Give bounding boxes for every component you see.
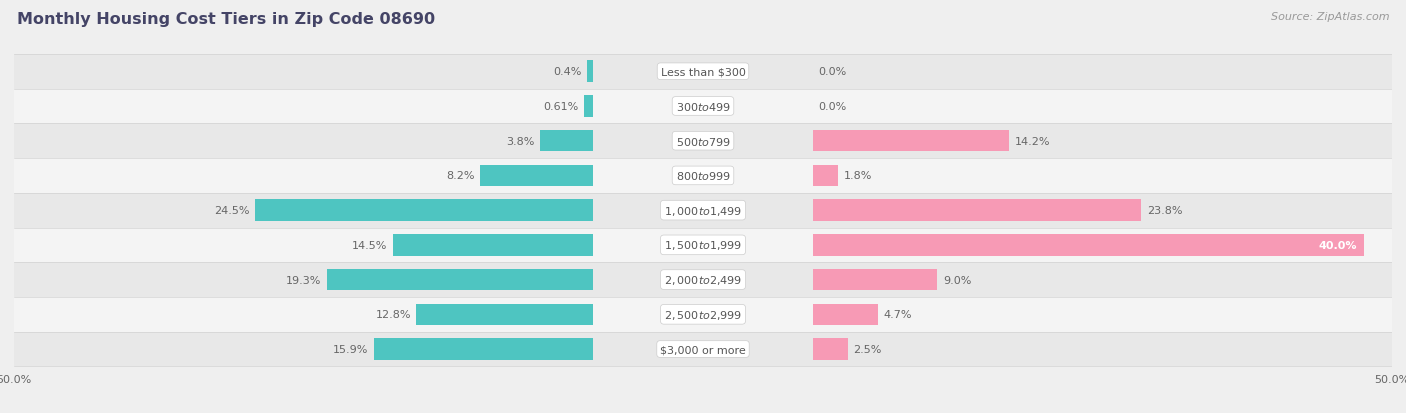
Bar [540, 131, 593, 152]
Bar [392, 235, 593, 256]
Text: Less than $300: Less than $300 [661, 67, 745, 77]
Bar [14, 159, 1392, 193]
Bar [374, 338, 593, 360]
Text: $3,000 or more: $3,000 or more [661, 344, 745, 354]
Bar [14, 193, 1392, 228]
Bar [14, 124, 1392, 159]
Bar [585, 96, 593, 117]
Text: 8.2%: 8.2% [446, 171, 474, 181]
Bar [813, 304, 877, 325]
Text: 0.0%: 0.0% [818, 67, 846, 77]
Bar [813, 200, 1142, 221]
Bar [14, 297, 1392, 332]
Text: $500 to $799: $500 to $799 [675, 135, 731, 147]
Bar [479, 165, 593, 187]
Text: 3.8%: 3.8% [506, 136, 534, 146]
Text: 2.5%: 2.5% [853, 344, 882, 354]
Bar [326, 269, 593, 291]
Bar [588, 62, 593, 83]
Text: 12.8%: 12.8% [375, 310, 411, 320]
Bar [813, 269, 938, 291]
Bar [813, 165, 838, 187]
Text: Source: ZipAtlas.com: Source: ZipAtlas.com [1271, 12, 1389, 22]
Bar [416, 304, 593, 325]
Text: 1.8%: 1.8% [844, 171, 872, 181]
Bar [14, 332, 1392, 366]
Text: 4.7%: 4.7% [883, 310, 912, 320]
Text: 0.0%: 0.0% [818, 102, 846, 112]
Text: 24.5%: 24.5% [214, 206, 250, 216]
Text: 40.0%: 40.0% [1319, 240, 1358, 250]
Bar [813, 338, 848, 360]
Bar [14, 55, 1392, 89]
Bar [14, 263, 1392, 297]
Bar [254, 200, 593, 221]
Text: 19.3%: 19.3% [285, 275, 322, 285]
Text: 9.0%: 9.0% [943, 275, 972, 285]
Bar [813, 235, 1364, 256]
Text: 15.9%: 15.9% [333, 344, 368, 354]
Text: 14.2%: 14.2% [1014, 136, 1050, 146]
Text: Monthly Housing Cost Tiers in Zip Code 08690: Monthly Housing Cost Tiers in Zip Code 0… [17, 12, 434, 27]
Text: 23.8%: 23.8% [1147, 206, 1182, 216]
Text: 14.5%: 14.5% [352, 240, 388, 250]
Text: 0.61%: 0.61% [544, 102, 579, 112]
Text: 0.4%: 0.4% [554, 67, 582, 77]
Text: $300 to $499: $300 to $499 [675, 101, 731, 113]
Bar [14, 89, 1392, 124]
Text: $800 to $999: $800 to $999 [675, 170, 731, 182]
Text: $1,500 to $1,999: $1,500 to $1,999 [664, 239, 742, 252]
Bar [14, 228, 1392, 263]
Text: $2,500 to $2,999: $2,500 to $2,999 [664, 308, 742, 321]
Text: $2,000 to $2,499: $2,000 to $2,499 [664, 273, 742, 286]
Bar [813, 131, 1010, 152]
Text: $1,000 to $1,499: $1,000 to $1,499 [664, 204, 742, 217]
